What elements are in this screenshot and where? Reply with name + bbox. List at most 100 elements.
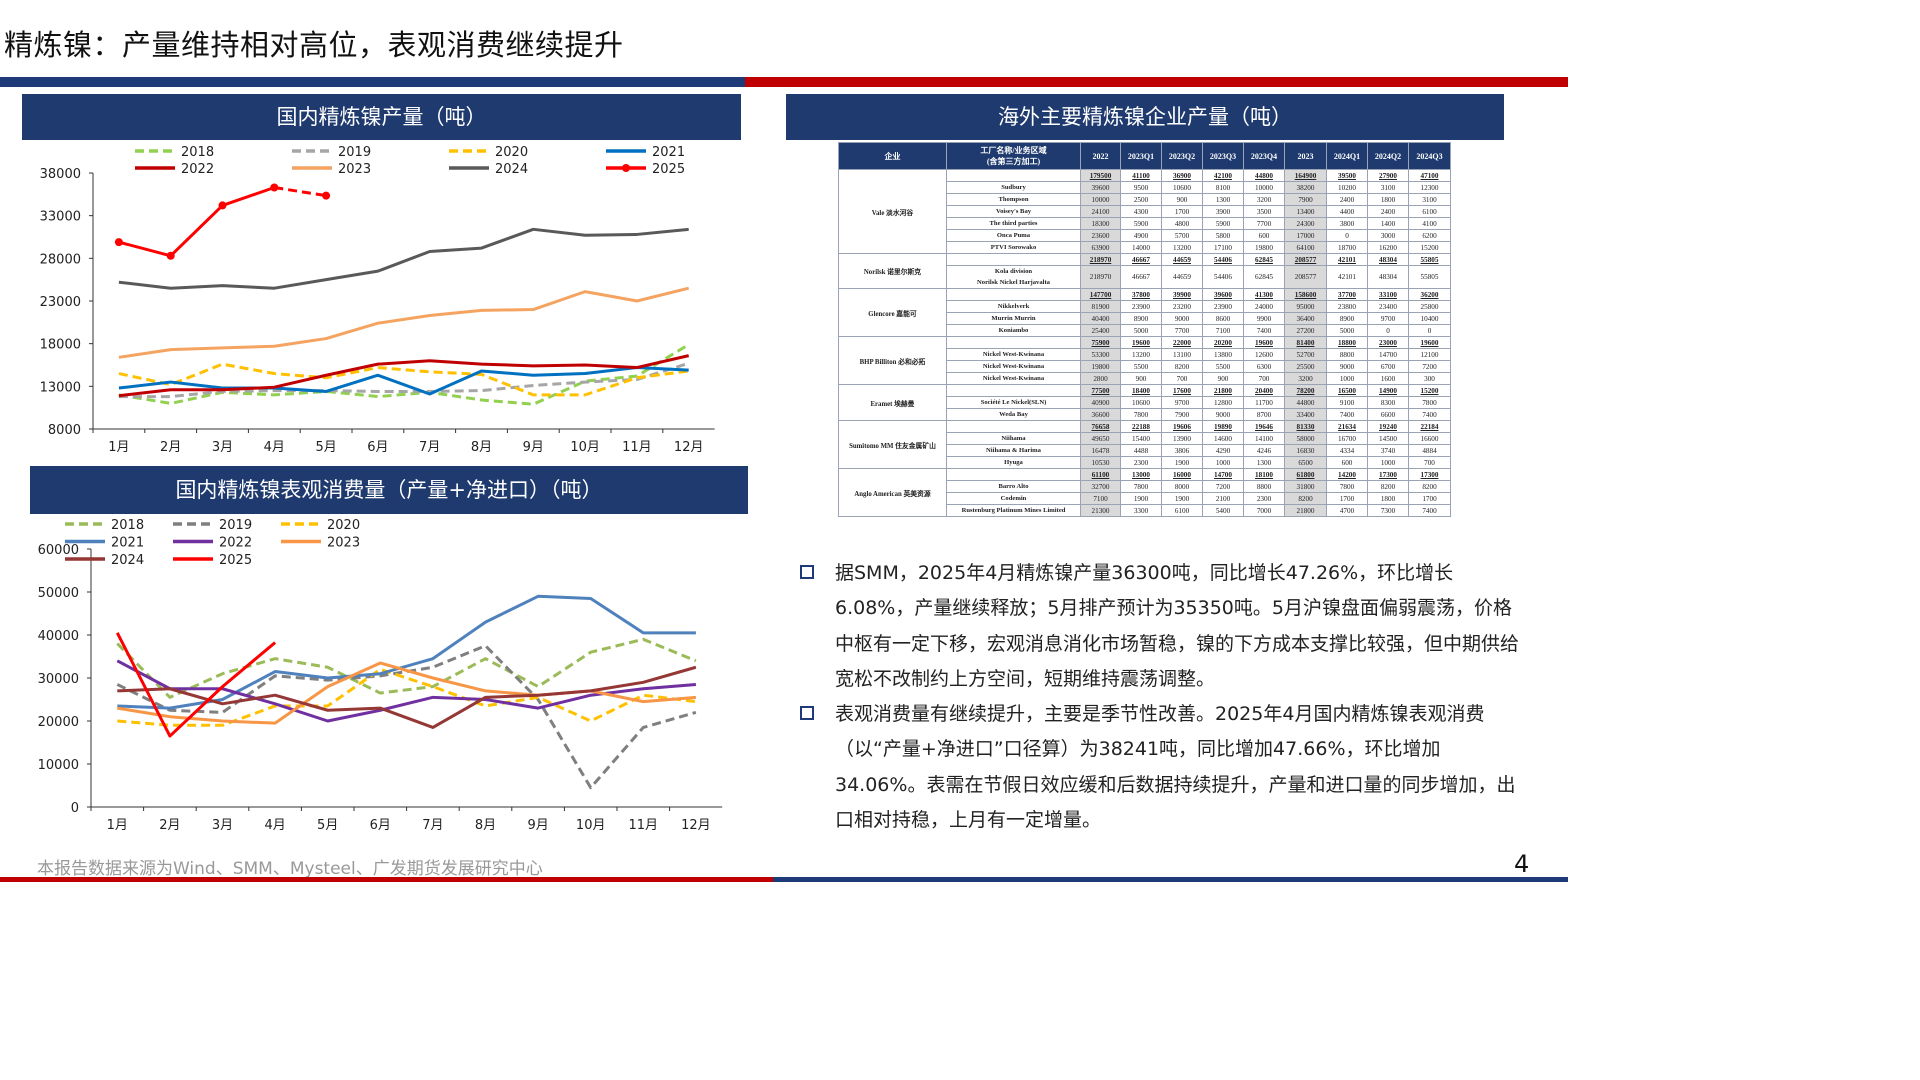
x-tick-label: 10月 bbox=[570, 440, 600, 455]
value-cell: 14900 bbox=[1367, 384, 1409, 397]
value-cell: 19890 bbox=[1202, 420, 1244, 433]
series-line-2018 bbox=[116, 637, 697, 699]
x-tick-label: 2月 bbox=[159, 818, 180, 833]
legend-label-2024: 2024 bbox=[111, 553, 144, 568]
value-cell: 1900 bbox=[1120, 492, 1162, 505]
plant-cell bbox=[946, 384, 1081, 397]
top-divider-red bbox=[745, 77, 1568, 87]
value-cell: 7200 bbox=[1408, 360, 1451, 373]
value-cell: 23000 bbox=[1367, 336, 1409, 349]
overseas-table-title: 海外主要精炼镍企业产量（吨） bbox=[786, 94, 1504, 140]
value-cell: 8700 bbox=[1243, 408, 1285, 421]
legend-label-2022: 2022 bbox=[181, 162, 214, 177]
value-cell: 15200 bbox=[1408, 241, 1451, 254]
value-cell: 24100 bbox=[1080, 205, 1121, 218]
value-cell: 16830 bbox=[1284, 444, 1327, 457]
value-cell: 39900 bbox=[1161, 288, 1203, 301]
value-cell: 37700 bbox=[1326, 288, 1368, 301]
plant-cell bbox=[946, 169, 1081, 182]
value-cell: 13200 bbox=[1161, 241, 1203, 254]
legend-label-2019: 2019 bbox=[219, 518, 252, 533]
value-cell: 46667 bbox=[1120, 253, 1162, 266]
plant-cell: Nickel West-Kwinana bbox=[946, 348, 1081, 361]
value-cell: 22184 bbox=[1408, 420, 1451, 433]
value-cell: 20200 bbox=[1202, 336, 1244, 349]
table-row: The third parties 18300 5900 4800 5900 7700 24… bbox=[839, 217, 1451, 230]
value-cell: 8800 bbox=[1326, 348, 1368, 361]
value-cell: 75900 bbox=[1080, 336, 1121, 349]
value-cell: 5900 bbox=[1120, 217, 1162, 230]
value-cell: 32700 bbox=[1080, 480, 1121, 493]
legend-label-2024: 2024 bbox=[495, 162, 528, 177]
company-cell: Anglo American 英美资源 bbox=[838, 468, 947, 517]
value-cell: 8800 bbox=[1243, 480, 1285, 493]
series-line-2023 bbox=[118, 286, 690, 359]
value-cell: 58000 bbox=[1284, 432, 1327, 445]
value-cell: 81400 bbox=[1284, 336, 1327, 349]
value-cell: 9500 bbox=[1120, 181, 1162, 194]
table-header-cell: 企业 bbox=[838, 142, 947, 170]
value-cell: 17100 bbox=[1202, 241, 1244, 254]
value-cell: 2800 bbox=[1080, 372, 1121, 385]
value-cell: 14200 bbox=[1326, 468, 1368, 481]
forecast-point-2025 bbox=[322, 191, 331, 200]
overseas-production-table: 企业 工厂名称/业务区域 (含第三方加工) 2022 2023Q1 2023Q2 2023… bbox=[838, 142, 1451, 517]
table-header-cell: 2023Q1 bbox=[1120, 142, 1162, 170]
value-cell: 8200 bbox=[1408, 480, 1451, 493]
value-cell: 5400 bbox=[1202, 504, 1244, 517]
plant-cell bbox=[946, 336, 1081, 349]
value-cell: 1300 bbox=[1243, 456, 1285, 469]
x-tick-label: 4月 bbox=[264, 440, 285, 455]
value-cell: 39600 bbox=[1202, 288, 1244, 301]
table-header-row: 企业 工厂名称/业务区域 (含第三方加工) 2022 2023Q1 2023Q2 2023… bbox=[838, 142, 1451, 170]
value-cell: 6100 bbox=[1408, 205, 1451, 218]
value-cell: 16600 bbox=[1408, 432, 1451, 445]
value-cell: 17300 bbox=[1408, 468, 1451, 481]
value-cell: 8200 bbox=[1284, 492, 1327, 505]
table-row: Société Le Nickel(SLN) 40900 10600 9700 1280… bbox=[839, 396, 1451, 409]
value-cell: 36400 bbox=[1284, 312, 1327, 325]
value-cell: 8600 bbox=[1202, 312, 1244, 325]
table-header-cell: 工厂名称/业务区域 (含第三方加工) bbox=[946, 142, 1081, 170]
y-tick-label: 10000 bbox=[38, 758, 79, 773]
table-row: Onca Puma 23600 4900 5700 5800 600 17000 0 3000 6… bbox=[839, 229, 1451, 242]
value-cell: 4300 bbox=[1120, 205, 1162, 218]
y-tick-label: 33000 bbox=[40, 210, 81, 225]
value-cell: 18800 bbox=[1326, 336, 1368, 349]
value-cell: 0 bbox=[1408, 324, 1451, 337]
value-cell: 1400 bbox=[1367, 217, 1409, 230]
value-cell: 13800 bbox=[1202, 348, 1244, 361]
x-tick-label: 8月 bbox=[475, 818, 496, 833]
series-line-2020 bbox=[118, 362, 689, 397]
bottom-divider-blue bbox=[773, 877, 1568, 882]
value-cell: 23200 bbox=[1161, 300, 1203, 313]
plant-cell: Kola division Norilsk Nickel Harjavalta bbox=[946, 265, 1081, 289]
value-cell: 2400 bbox=[1367, 205, 1409, 218]
value-cell: 10200 bbox=[1326, 181, 1368, 194]
value-cell: 81330 bbox=[1284, 420, 1327, 433]
value-cell: 900 bbox=[1202, 372, 1244, 385]
x-tick-label: 4月 bbox=[264, 818, 285, 833]
value-cell: 158600 bbox=[1284, 288, 1327, 301]
commentary: 据SMM，2025年4月精炼镍产量36300吨，同比增长47.26%，环比增长6… bbox=[800, 556, 1520, 838]
value-cell: 63900 bbox=[1080, 241, 1121, 254]
value-cell: 8200 bbox=[1367, 480, 1409, 493]
plant-cell: Murrin Murrin bbox=[946, 312, 1081, 325]
plant-cell: Codemin bbox=[946, 492, 1081, 505]
value-cell: 5000 bbox=[1120, 324, 1162, 337]
plant-cell: Weda Bay bbox=[946, 408, 1081, 421]
value-cell: 16000 bbox=[1161, 468, 1203, 481]
value-cell: 1800 bbox=[1367, 193, 1409, 206]
value-cell: 7400 bbox=[1326, 408, 1368, 421]
value-cell: 218970 bbox=[1080, 253, 1121, 266]
value-cell: 7800 bbox=[1408, 396, 1451, 409]
plant-cell bbox=[946, 420, 1081, 433]
plant-cell: Thompson bbox=[946, 193, 1081, 206]
value-cell: 21800 bbox=[1284, 504, 1327, 517]
value-cell: 1000 bbox=[1202, 456, 1244, 469]
y-tick-label: 28000 bbox=[40, 252, 81, 267]
value-cell: 9000 bbox=[1202, 408, 1244, 421]
value-cell: 77500 bbox=[1080, 384, 1121, 397]
value-cell: 10530 bbox=[1080, 456, 1121, 469]
value-cell: 64100 bbox=[1284, 241, 1327, 254]
